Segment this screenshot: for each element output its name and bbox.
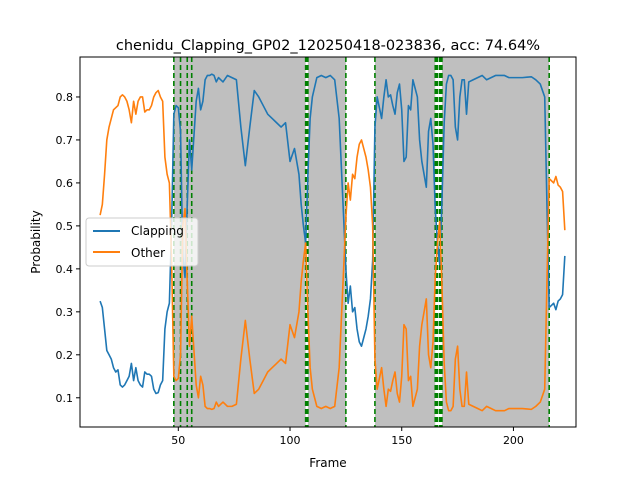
x-tick-label: 50 bbox=[171, 434, 185, 447]
y-tick-label: 0.7 bbox=[56, 134, 74, 147]
x-axis-label: Frame bbox=[309, 456, 346, 470]
x-tick-label: 200 bbox=[503, 434, 524, 447]
plot-frame bbox=[79, 56, 577, 428]
series-line-other bbox=[99, 89, 566, 412]
y-axis-ticks: 0.1 0.2 0.3 0.4 0.5 0.6 0.7 0.8 bbox=[56, 91, 80, 405]
y-tick-label: 0.8 bbox=[56, 91, 74, 104]
legend-label-clapping: Clapping bbox=[131, 224, 184, 238]
shaded-region-2 bbox=[307, 57, 346, 427]
series-line-clapping bbox=[99, 73, 566, 395]
legend: Clapping Other bbox=[85, 217, 199, 267]
shaded-regions bbox=[173, 57, 550, 427]
shaded-region-4 bbox=[441, 57, 550, 427]
y-tick-label: 0.4 bbox=[56, 263, 74, 276]
y-tick-label: 0.6 bbox=[56, 177, 74, 190]
y-tick-label: 0.3 bbox=[56, 306, 74, 319]
y-axis-label: Probability bbox=[29, 210, 43, 273]
y-tick-label: 0.2 bbox=[56, 349, 74, 362]
x-tick-label: 100 bbox=[280, 434, 301, 447]
chart-title: chenidu_Clapping_GP02_120250418-023836, … bbox=[116, 38, 540, 54]
series-lines bbox=[99, 73, 566, 412]
y-tick-label: 0.1 bbox=[56, 392, 74, 405]
x-tick-label: 150 bbox=[391, 434, 412, 447]
x-axis-ticks: 50 100 150 200 bbox=[171, 427, 524, 447]
legend-label-other: Other bbox=[131, 246, 165, 260]
shaded-region-3 bbox=[374, 57, 436, 427]
y-tick-label: 0.5 bbox=[56, 220, 74, 233]
